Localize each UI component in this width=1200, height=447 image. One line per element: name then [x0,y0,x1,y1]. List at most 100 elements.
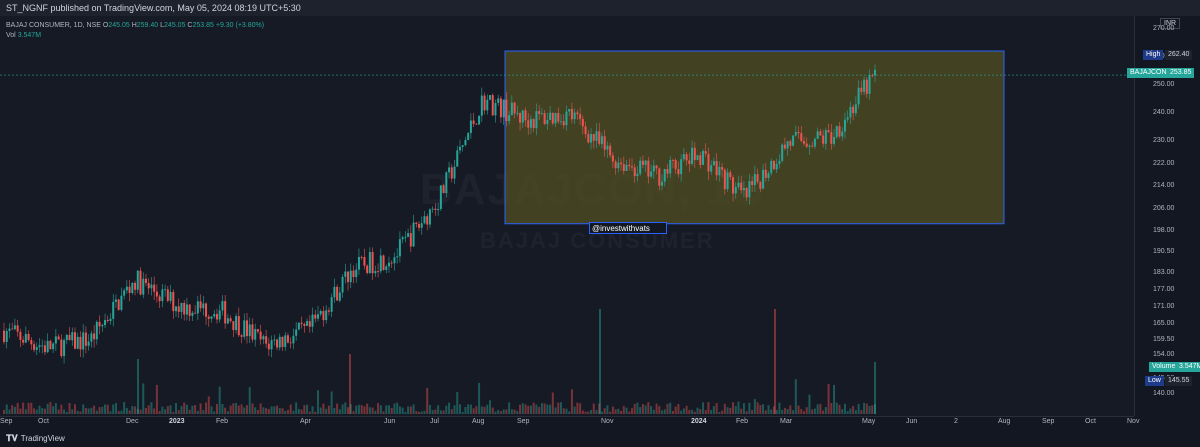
volume-bar [95,410,98,414]
candle-body [453,166,456,179]
volume-bar [491,407,494,414]
time-axis[interactable] [0,416,1134,429]
candle-body [650,171,653,177]
volume-bar [341,404,344,414]
volume-bar [71,409,74,414]
volume-bar [295,402,298,414]
candle-body [674,160,677,169]
candle-body [445,172,448,194]
volume-bar [830,402,833,414]
volume-bar [19,408,22,414]
candle-body [428,209,431,225]
volume-bar [729,407,732,414]
candle-body [661,181,664,186]
candle-body [60,339,63,357]
price-chart[interactable] [0,16,1134,416]
candle-body [183,302,186,315]
candle-body [30,339,33,345]
candle-body [434,208,437,211]
volume-bar [508,402,511,414]
candle-body [833,137,836,144]
time-tick: Sep [0,418,13,425]
candle-body [19,331,22,340]
time-tick: 2023 [169,418,185,425]
volume-bar [439,410,442,414]
candle-body [699,155,702,165]
volume-bar [297,408,300,414]
candle-body [371,251,374,274]
volume-bar [557,402,560,414]
candle-body [502,99,505,118]
candle-body [276,339,279,348]
candle-body [349,270,352,283]
volume-bar [732,402,735,414]
candle-body [248,324,251,337]
consolidation-zone[interactable] [504,50,1005,225]
volume-bar [666,403,669,414]
volume-bar [336,403,339,414]
legend: BAJAJ CONSUMER, 1D, NSE O245.05 H259.40 … [6,22,265,39]
candle-body [232,321,235,331]
volume-bar [33,408,36,414]
candle-body [461,145,464,147]
author-handle[interactable]: @investwithvats [589,222,667,234]
volume-bar [8,409,11,414]
candle-body [666,168,669,174]
volume-bar [838,404,841,414]
last-price-tag: 253.85 [1167,68,1195,78]
volume-bar [874,404,876,414]
candle-body [467,132,470,140]
volume-bar [104,404,107,414]
candle-body [581,118,584,127]
candle-body [751,181,754,185]
volume-bar [464,407,467,414]
volume-bar [699,408,702,414]
volume-bar [808,394,811,414]
candle-body [213,313,216,317]
volume-bar [647,402,650,414]
volume-bar [456,391,459,414]
volume-bar [467,404,470,414]
volume-bar [428,404,431,414]
volume-bar [199,403,202,414]
candle-body [207,316,210,319]
volume-bar [641,404,644,414]
candle-body [38,345,41,348]
volume-bar [79,411,82,414]
currency-label[interactable]: INR [1160,18,1181,29]
time-tick: May [862,418,876,425]
candle-body [136,270,139,290]
candle-body [98,321,101,327]
volume-bar [824,407,827,414]
tradingview-logo[interactable]: 𝐓𝐕 TradingView [6,433,65,444]
candle-body [235,316,238,331]
volume-bar [205,402,208,414]
candle-body [385,266,388,270]
volume-bar [510,409,513,414]
volume-bar [852,406,855,414]
price-tick: 240.00 [1153,109,1175,117]
candle-body [693,147,696,160]
candle-body [538,111,541,114]
volume-bar [379,405,382,414]
price-axis[interactable] [1134,16,1200,416]
volume-bar [434,409,437,414]
candle-body [139,270,142,295]
candle-body [210,316,213,319]
time-tick: Dec [126,418,139,425]
candle-body [726,172,729,190]
candle-body [237,316,240,336]
volume-bar [748,402,751,414]
candle-body [319,311,322,315]
candle-body [794,132,797,136]
published-bar: ST_NGNF published on TradingView.com, Ma… [0,0,1200,16]
volume-bar [661,410,664,414]
volume-bar [27,402,30,414]
volume-bar [671,410,674,414]
candle-body [568,108,571,112]
volume-bar [740,408,743,414]
candle-body [254,329,257,340]
volume-bar [38,405,41,414]
price-tick: 250.00 [1153,80,1175,88]
candle-body [647,160,650,177]
